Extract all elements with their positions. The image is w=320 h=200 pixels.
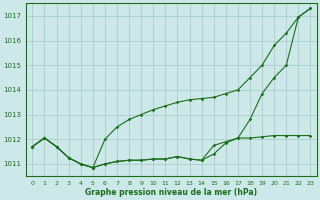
X-axis label: Graphe pression niveau de la mer (hPa): Graphe pression niveau de la mer (hPa): [85, 188, 258, 197]
